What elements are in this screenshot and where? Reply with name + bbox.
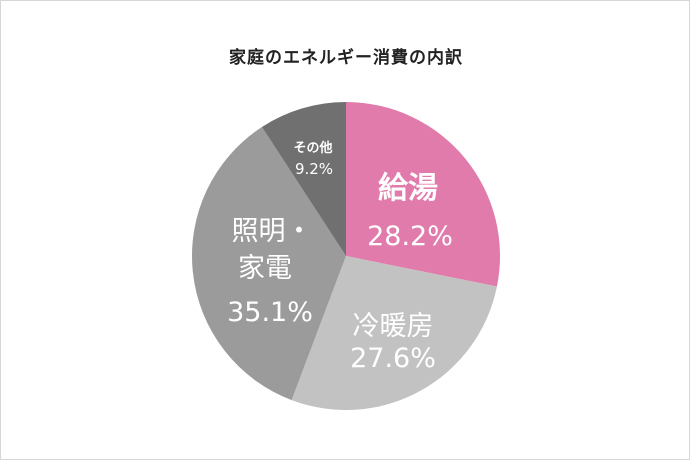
- pie-slice-kyuto: [346, 102, 500, 287]
- slice-value-sonota: 9.2%: [295, 160, 333, 178]
- pie-slices: [191, 101, 500, 411]
- chart-title: 家庭のエネルギー消費の内訳: [229, 48, 463, 68]
- slice-label-reidanbo: 冷暖房: [353, 311, 434, 342]
- slice-label-sonota: その他: [293, 140, 332, 156]
- pie-slice-sonota: [261, 101, 346, 256]
- slice-label-kyuto: 給湯: [378, 171, 438, 206]
- pie-slice-shomei: [191, 126, 346, 401]
- slice-value-kyuto: 28.2%: [367, 221, 453, 252]
- slice-value-shomei: 35.1%: [227, 297, 313, 328]
- slice-value-reidanbo: 27.6%: [350, 343, 436, 374]
- slice-label-shomei-line2: 家電: [238, 253, 292, 284]
- pie-labels: 給湯 28.2% 冷暖房 27.6% 照明・ 家電 35.1% その他 9.2%: [227, 140, 453, 374]
- slice-label-shomei-line1: 照明・: [232, 216, 313, 247]
- pie-slice-reidanbo: [291, 256, 497, 411]
